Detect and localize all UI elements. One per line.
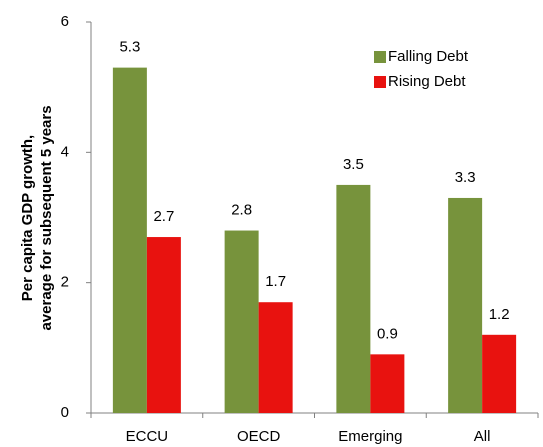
y-tick-label: 2 <box>61 274 69 291</box>
x-tick-label: Emerging <box>338 428 402 445</box>
y-tick-label: 0 <box>61 404 69 421</box>
data-label: 5.3 <box>119 39 140 56</box>
bar <box>112 67 147 413</box>
data-label: 2.7 <box>153 208 174 225</box>
data-label: 0.9 <box>377 325 398 342</box>
bar <box>146 237 181 413</box>
bar <box>448 197 483 413</box>
bar <box>482 334 517 413</box>
y-tick-label: 4 <box>61 143 69 160</box>
legend-label: Falling Debt <box>388 48 469 65</box>
data-label: 1.2 <box>489 306 510 323</box>
bar <box>258 302 293 413</box>
x-tick-label: All <box>474 428 491 445</box>
bar <box>224 230 259 413</box>
data-label: 3.5 <box>343 156 364 173</box>
legend-swatch <box>374 51 386 63</box>
y-axis-label: average for subsequent 5 years <box>38 105 55 330</box>
data-label: 3.3 <box>455 169 476 186</box>
y-tick-label: 6 <box>61 13 69 30</box>
data-label: 1.7 <box>265 273 286 290</box>
x-tick-label: ECCU <box>126 428 169 445</box>
legend-swatch <box>374 76 386 88</box>
bar <box>336 184 371 413</box>
x-tick-label: OECD <box>237 428 281 445</box>
y-axis-label: Per capita GDP growth, <box>19 135 36 301</box>
data-label: 2.8 <box>231 202 252 219</box>
legend-label: Rising Debt <box>388 73 466 90</box>
bar <box>370 354 405 413</box>
